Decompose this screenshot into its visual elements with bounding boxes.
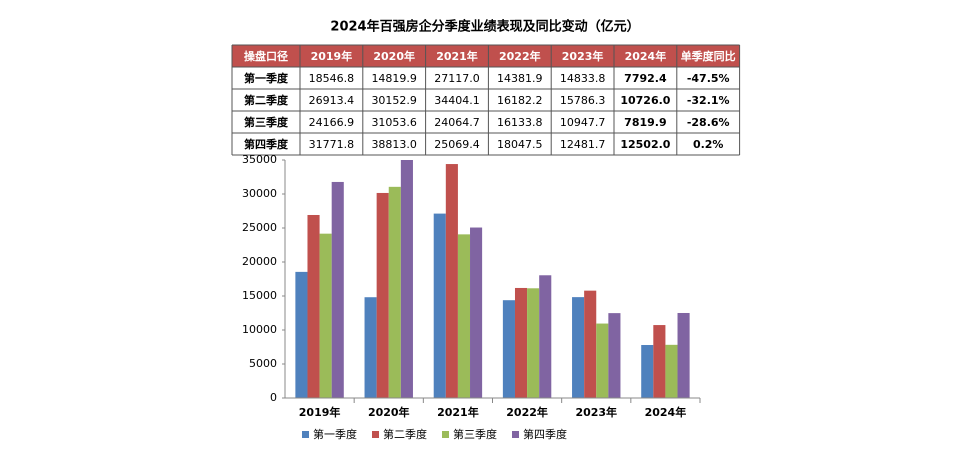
bar xyxy=(376,192,389,398)
table-header-bg xyxy=(232,45,740,67)
table-cell: 7819.9 xyxy=(624,116,666,129)
bar xyxy=(502,300,515,398)
bar xyxy=(641,345,654,398)
x-tick-label: 2023年 xyxy=(575,405,617,419)
bar xyxy=(665,344,678,398)
bar xyxy=(470,227,483,398)
legend-swatch xyxy=(442,431,449,438)
table-header-cell: 2024年 xyxy=(625,49,667,63)
table-cell: 12502.0 xyxy=(620,138,670,151)
table-header-cell: 2020年 xyxy=(373,49,415,63)
table-cell: 15786.3 xyxy=(560,94,606,107)
legend-swatch xyxy=(302,431,309,438)
y-tick-label: 5000 xyxy=(249,357,277,370)
y-tick-label: 20000 xyxy=(242,255,277,268)
table-cell: 7792.4 xyxy=(624,72,667,85)
table-cell: -32.1% xyxy=(687,94,730,107)
table-cell: 31053.6 xyxy=(371,116,417,129)
bar xyxy=(527,288,540,398)
bar xyxy=(433,213,446,398)
table-cell: 第四季度 xyxy=(244,137,289,151)
x-tick-label: 2019年 xyxy=(299,405,341,419)
bar xyxy=(400,160,413,398)
bar xyxy=(653,325,666,398)
legend-label: 第四季度 xyxy=(523,427,567,441)
bar xyxy=(457,234,471,398)
x-tick-label: 2024年 xyxy=(645,405,687,419)
bar xyxy=(514,287,528,398)
table-header-cell: 2021年 xyxy=(436,49,478,63)
bar xyxy=(445,164,458,398)
table-cell: 24064.7 xyxy=(434,116,480,129)
bar xyxy=(307,214,320,398)
table-cell: 第二季度 xyxy=(244,93,289,107)
y-tick-label: 30000 xyxy=(242,187,277,200)
legend-label: 第三季度 xyxy=(453,427,497,441)
bar xyxy=(295,271,308,398)
legend-label: 第二季度 xyxy=(383,427,427,441)
x-tick-label: 2020年 xyxy=(368,405,410,419)
legend-swatch xyxy=(372,431,379,438)
y-tick-label: 35000 xyxy=(242,153,277,166)
table-cell: 18546.8 xyxy=(309,72,355,85)
y-tick-label: 10000 xyxy=(242,323,277,336)
y-tick-label: 15000 xyxy=(242,289,277,302)
bar xyxy=(331,181,344,398)
table-cell: 27117.0 xyxy=(434,72,480,85)
table-cell: 26913.4 xyxy=(309,94,355,107)
table-header-cell: 2023年 xyxy=(562,49,604,63)
table-cell: 第一季度 xyxy=(244,71,289,85)
table-cell: -28.6% xyxy=(687,116,730,129)
table-cell: 0.2% xyxy=(693,138,724,151)
table-cell: 14833.8 xyxy=(560,72,606,85)
bar xyxy=(608,313,621,398)
table-cell: 14381.9 xyxy=(497,72,543,85)
table-cell: 25069.4 xyxy=(434,138,480,151)
y-tick-label: 25000 xyxy=(242,221,277,234)
plot-area xyxy=(295,160,690,398)
bar xyxy=(677,312,690,398)
table-cell: 18047.5 xyxy=(497,138,543,151)
table-cell: 第三季度 xyxy=(244,115,289,129)
y-tick-label: 0 xyxy=(270,391,277,404)
table-cell: 10726.0 xyxy=(620,94,670,107)
bar xyxy=(539,275,552,398)
table-cell: 12481.7 xyxy=(560,138,606,151)
table-cell: 24166.9 xyxy=(309,116,355,129)
bar xyxy=(572,297,585,398)
x-tick-label: 2022年 xyxy=(506,405,548,419)
table-header-cell: 单季度同比 xyxy=(681,49,736,63)
table-cell: 38813.0 xyxy=(371,138,417,151)
legend-swatch xyxy=(512,431,519,438)
table-cell: 10947.7 xyxy=(560,116,606,129)
table-cell: -47.5% xyxy=(687,72,730,85)
bar xyxy=(596,323,609,398)
chart-title: 2024年百强房企分季度业绩表现及同比变动（亿元） xyxy=(330,19,639,35)
table-cell: 34404.1 xyxy=(434,94,480,107)
table-cell: 14819.9 xyxy=(371,72,417,85)
bar xyxy=(388,186,401,398)
x-tick-label: 2021年 xyxy=(437,405,479,419)
bar xyxy=(364,297,377,398)
table-cell: 16182.2 xyxy=(497,94,543,107)
bar xyxy=(584,290,597,398)
table-cell: 31771.8 xyxy=(309,138,355,151)
table-header-cell: 2019年 xyxy=(311,49,353,63)
table-cell: 16133.8 xyxy=(497,116,543,129)
table-header-cell: 2022年 xyxy=(499,49,541,63)
bar xyxy=(319,233,332,398)
table-header-cell: 操盘口径 xyxy=(244,49,288,63)
table-cell: 30152.9 xyxy=(371,94,417,107)
legend-label: 第一季度 xyxy=(313,427,357,441)
